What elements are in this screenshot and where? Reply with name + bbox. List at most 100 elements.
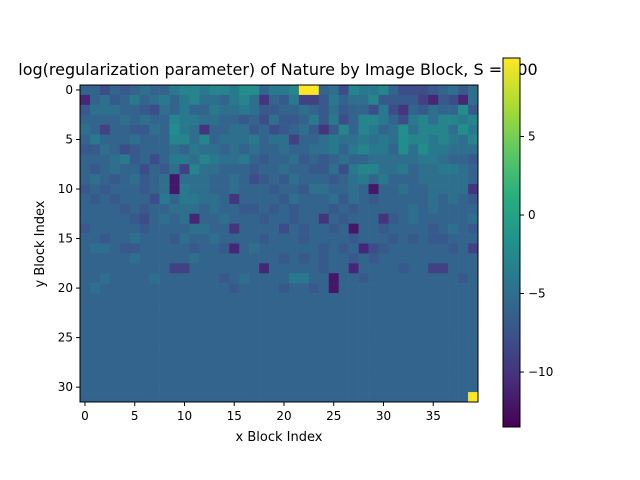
heatmap-cell bbox=[119, 243, 131, 254]
heatmap-cell bbox=[298, 273, 310, 284]
heatmap-cell bbox=[199, 174, 210, 185]
heatmap-cell bbox=[179, 392, 190, 403]
heatmap-cell bbox=[338, 293, 349, 304]
heatmap-cell bbox=[428, 243, 439, 254]
heatmap-cell bbox=[159, 184, 170, 195]
heatmap-cell bbox=[139, 193, 150, 205]
heatmap-cell bbox=[159, 273, 170, 284]
heatmap-cell bbox=[318, 372, 330, 383]
heatmap-cell bbox=[249, 154, 260, 165]
heatmap-cell bbox=[468, 94, 479, 106]
heatmap-cell bbox=[448, 392, 459, 403]
heatmap-cell bbox=[259, 253, 270, 264]
heatmap-cell bbox=[269, 253, 280, 264]
heatmap-cell bbox=[109, 94, 121, 106]
heatmap-cell bbox=[169, 174, 180, 185]
heatmap-cell bbox=[99, 372, 111, 383]
heatmap-cell bbox=[298, 164, 310, 175]
heatmap-cell bbox=[308, 332, 320, 343]
heatmap-cell bbox=[418, 114, 429, 125]
heatmap-cell bbox=[189, 203, 200, 215]
heatmap-cell bbox=[219, 312, 230, 324]
heatmap-cell bbox=[428, 104, 439, 116]
heatmap-cell bbox=[229, 104, 240, 116]
heatmap-cell bbox=[219, 203, 230, 215]
heatmap-cell bbox=[149, 302, 160, 314]
heatmap-cell bbox=[179, 342, 190, 353]
heatmap-cell bbox=[328, 352, 339, 363]
heatmap-cell bbox=[249, 85, 260, 96]
heatmap-cell bbox=[99, 392, 111, 403]
heatmap-cell bbox=[199, 392, 210, 403]
heatmap-cell bbox=[438, 124, 449, 135]
heatmap-cell bbox=[398, 164, 409, 175]
heatmap-cell bbox=[398, 273, 409, 284]
heatmap-cell bbox=[408, 263, 419, 274]
heatmap-cell bbox=[388, 203, 399, 215]
heatmap-cell bbox=[219, 154, 230, 165]
heatmap-cell bbox=[219, 362, 230, 373]
heatmap-cell bbox=[229, 233, 240, 244]
heatmap-cell bbox=[318, 184, 330, 195]
heatmap-cell bbox=[99, 273, 111, 284]
heatmap-cell bbox=[308, 283, 320, 294]
heatmap-cell bbox=[368, 85, 379, 96]
heatmap-cell bbox=[468, 114, 479, 125]
heatmap-cell bbox=[288, 372, 300, 383]
heatmap-cell bbox=[99, 85, 111, 96]
heatmap-cell bbox=[169, 114, 180, 125]
heatmap-cell bbox=[259, 114, 270, 125]
heatmap-cell bbox=[279, 164, 290, 175]
heatmap-cell bbox=[398, 233, 409, 244]
heatmap-cell bbox=[458, 342, 469, 353]
heatmap-cell bbox=[378, 392, 389, 403]
heatmap-cell bbox=[259, 392, 270, 403]
heatmap-cell bbox=[109, 203, 121, 215]
heatmap-cell bbox=[418, 124, 429, 135]
heatmap-cell bbox=[348, 114, 359, 125]
heatmap-cell bbox=[279, 154, 290, 165]
heatmap-cell bbox=[189, 233, 200, 244]
heatmap-cell bbox=[388, 184, 399, 195]
heatmap-cell bbox=[109, 312, 121, 324]
colorbar-tick-label: 5 bbox=[528, 130, 536, 144]
heatmap-cell bbox=[80, 382, 91, 393]
heatmap-cell bbox=[378, 94, 389, 106]
heatmap-cell bbox=[428, 332, 439, 343]
heatmap-cell bbox=[368, 253, 379, 264]
heatmap-cell bbox=[288, 302, 300, 314]
heatmap-cell bbox=[279, 263, 290, 274]
heatmap-cell bbox=[99, 233, 111, 244]
heatmap-cell bbox=[239, 322, 250, 333]
heatmap-cell bbox=[348, 144, 359, 155]
heatmap-cell bbox=[109, 263, 121, 274]
heatmap-cell bbox=[209, 164, 220, 175]
heatmap-cell bbox=[199, 253, 210, 264]
heatmap-cell bbox=[139, 273, 150, 284]
heatmap-cell bbox=[458, 263, 469, 274]
heatmap-cell bbox=[388, 293, 399, 304]
heatmap-cell bbox=[438, 273, 449, 284]
y-tick-label: 0 bbox=[65, 83, 73, 97]
heatmap-cell bbox=[119, 184, 131, 195]
heatmap-cell bbox=[159, 302, 170, 314]
heatmap-cell bbox=[438, 372, 449, 383]
x-axis-label: x Block Index bbox=[236, 430, 323, 445]
heatmap-cell bbox=[239, 263, 250, 274]
heatmap-cell bbox=[209, 392, 220, 403]
heatmap-cell bbox=[418, 382, 429, 393]
heatmap-cell bbox=[259, 342, 270, 353]
heatmap-cell bbox=[428, 154, 439, 165]
heatmap-cell bbox=[239, 134, 250, 145]
heatmap-cell bbox=[438, 253, 449, 264]
heatmap-cell bbox=[338, 382, 349, 393]
heatmap-cell bbox=[328, 94, 339, 106]
heatmap-cell bbox=[398, 144, 409, 155]
heatmap-cell bbox=[80, 164, 91, 175]
heatmap-cell bbox=[448, 362, 459, 373]
heatmap-cell bbox=[149, 184, 160, 195]
heatmap-cell bbox=[99, 352, 111, 363]
heatmap-cell bbox=[80, 223, 91, 234]
heatmap-cell bbox=[239, 124, 250, 135]
x-tick-label: 20 bbox=[276, 409, 291, 423]
